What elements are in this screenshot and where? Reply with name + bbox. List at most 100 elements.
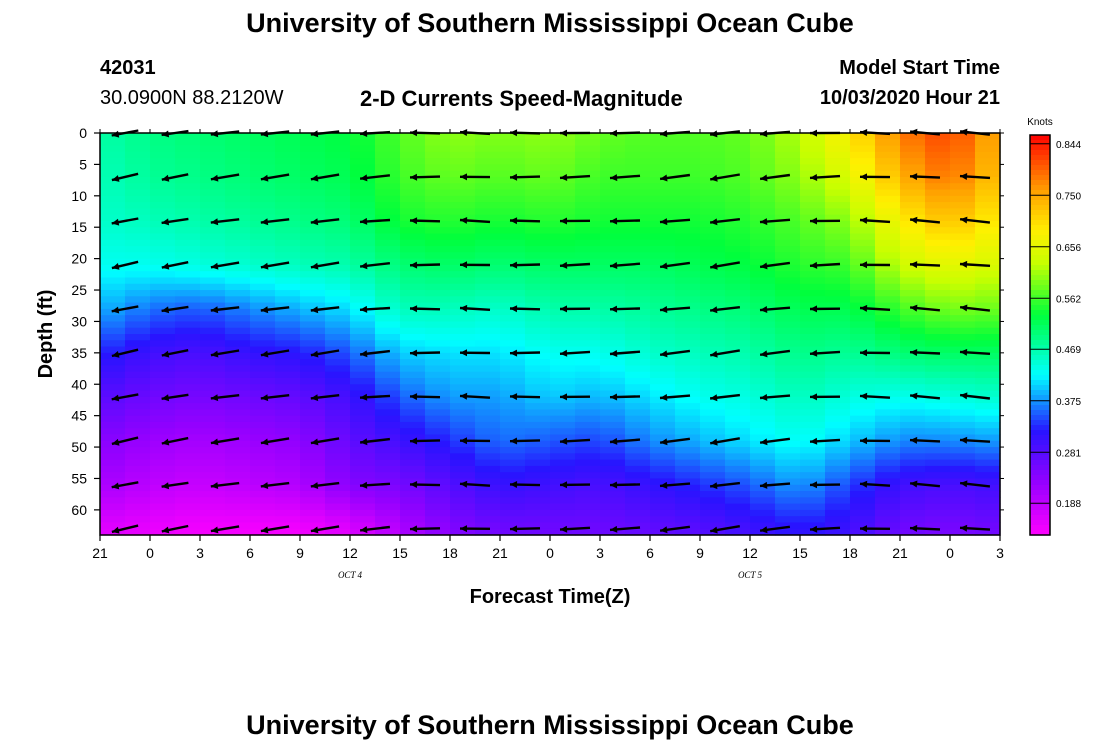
heatmap-cell [725, 484, 751, 492]
heatmap-layer [100, 133, 1001, 536]
colorbar-segment [1030, 495, 1050, 501]
heatmap-cell [250, 258, 276, 266]
heatmap-cell [850, 277, 876, 285]
heatmap-cell [550, 239, 576, 247]
heatmap-cell [950, 133, 976, 140]
heatmap-cell [900, 189, 926, 197]
heatmap-cell [525, 208, 551, 216]
current-arrowhead [610, 350, 618, 357]
heatmap-cell [725, 283, 751, 291]
heatmap-cell [625, 484, 651, 492]
heatmap-cell [250, 315, 276, 323]
heatmap-cell [775, 377, 801, 385]
heatmap-cell [675, 220, 701, 228]
heatmap-cell [875, 403, 901, 410]
heatmap-cell [475, 158, 501, 166]
colorbar-segment [1030, 355, 1050, 361]
heatmap-cell [550, 277, 576, 285]
heatmap-cell [825, 252, 851, 260]
heatmap-cell [125, 359, 151, 367]
heatmap-cell [475, 202, 501, 209]
heatmap-cell [275, 133, 301, 140]
heatmap-cell [400, 403, 426, 410]
heatmap-cell [925, 233, 951, 241]
current-arrowhead [161, 526, 170, 534]
heatmap-cell [450, 195, 476, 203]
heatmap-cell [325, 440, 351, 448]
heatmap-cell [775, 164, 801, 172]
heatmap-cell [400, 214, 426, 222]
heatmap-cell [375, 158, 401, 166]
heatmap-cell [575, 359, 601, 367]
heatmap-cell [475, 321, 501, 329]
heatmap-cell [700, 497, 726, 505]
heatmap-cell [475, 277, 501, 285]
heatmap-cell [225, 377, 251, 385]
heatmap-cell [475, 208, 501, 216]
heatmap-cell [475, 346, 501, 354]
heatmap-cell [200, 183, 226, 191]
heatmap-cell [575, 176, 601, 184]
heatmap-cell [700, 239, 726, 247]
heatmap-cell [975, 484, 1001, 492]
heatmap-cell [825, 522, 851, 530]
heatmap-cell [200, 246, 226, 253]
heatmap-cell [150, 465, 176, 473]
heatmap-cell [325, 409, 351, 417]
heatmap-cell [550, 522, 576, 530]
heatmap-cell [525, 183, 551, 191]
current-arrowhead [960, 260, 968, 268]
heatmap-cell [250, 478, 276, 486]
current-arrowhead [210, 438, 219, 446]
heatmap-cell [775, 227, 801, 235]
heatmap-cell [150, 183, 176, 191]
colorbar-segment [1030, 480, 1050, 486]
heatmap-cell [625, 277, 651, 285]
heatmap-cell [650, 522, 676, 530]
heatmap-cell [650, 145, 676, 153]
heatmap-cell [875, 321, 901, 329]
heatmap-cell [700, 346, 726, 354]
heatmap-cell [900, 271, 926, 279]
heatmap-cell [925, 164, 951, 172]
heatmap-cell [775, 264, 801, 272]
heatmap-cell [175, 220, 201, 228]
heatmap-cell [350, 302, 376, 310]
heatmap-cell [825, 264, 851, 272]
heatmap-cell [200, 170, 226, 178]
colorbar-segment [1030, 140, 1050, 146]
heatmap-cell [475, 453, 501, 461]
heatmap-cell [750, 528, 776, 536]
heatmap-cell [225, 290, 251, 297]
heatmap-cell [750, 421, 776, 429]
heatmap-cell [425, 415, 451, 423]
heatmap-cell [650, 283, 676, 291]
heatmap-cell [575, 327, 601, 335]
heatmap-cell [250, 447, 276, 454]
heatmap-cell [975, 440, 1001, 448]
heatmap-cell [600, 195, 626, 203]
heatmap-cell [325, 459, 351, 467]
heatmap-cell [325, 491, 351, 498]
heatmap-cell [800, 227, 826, 235]
heatmap-cell [775, 296, 801, 304]
heatmap-cell [325, 390, 351, 398]
heatmap-cell [300, 327, 326, 335]
heatmap-cell [925, 214, 951, 222]
heatmap-cell [275, 371, 301, 379]
y-tick-label: 50 [71, 439, 87, 455]
heatmap-cell [750, 208, 776, 216]
heatmap-cell [600, 158, 626, 166]
heatmap-cell [650, 151, 676, 159]
heatmap-cell [225, 220, 251, 228]
heatmap-cell [225, 308, 251, 316]
current-arrowhead [460, 173, 467, 181]
heatmap-cell [950, 377, 976, 385]
heatmap-cell [750, 271, 776, 279]
heatmap-cell [725, 327, 751, 335]
heatmap-cell [100, 208, 126, 216]
heatmap-cell [400, 321, 426, 329]
heatmap-cell [100, 459, 126, 467]
heatmap-cell [200, 277, 226, 285]
heatmap-cell [525, 415, 551, 423]
